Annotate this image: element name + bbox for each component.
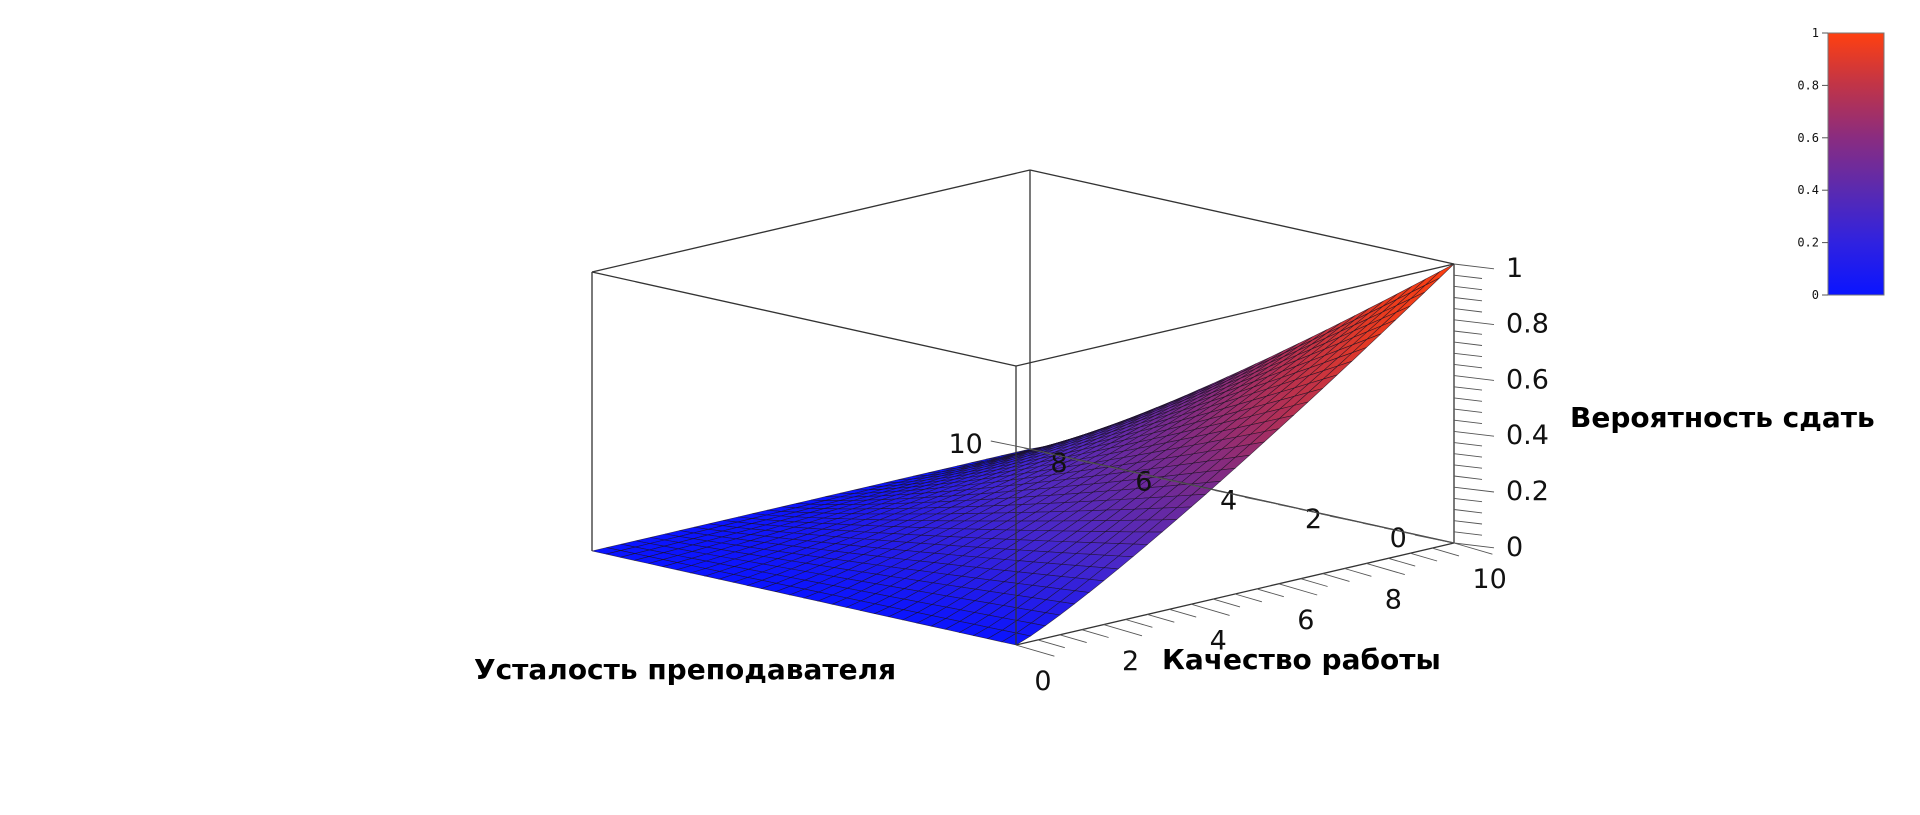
axis-tick	[1453, 363, 1483, 369]
axis-tick	[1169, 608, 1197, 618]
x-tick-label: 10	[948, 429, 982, 460]
axis-tick	[1453, 274, 1483, 279]
axis-tick	[1453, 263, 1495, 270]
axis-tick	[1453, 352, 1483, 358]
axis-tick	[1453, 542, 1493, 555]
z-axis-label: Вероятность сдать	[1570, 401, 1875, 434]
box-edge	[591, 271, 1017, 367]
axis-tick	[1453, 531, 1483, 536]
axis-tick	[1453, 330, 1483, 335]
z-tick-label: 0	[1506, 532, 1523, 563]
axis-tick	[1103, 624, 1143, 637]
axis-tick	[1453, 486, 1495, 493]
y-tick-label: 8	[1385, 585, 1402, 616]
axis-tick	[1015, 644, 1055, 657]
axis-tick	[1453, 542, 1495, 549]
x-tick-label: 2	[1305, 504, 1322, 535]
axis-tick	[990, 440, 1031, 450]
axis-tick	[1453, 453, 1483, 458]
y-tick-label: 2	[1122, 646, 1139, 677]
colorbar-tick-label: 0.6	[1797, 131, 1819, 145]
axis-tick	[1212, 598, 1241, 608]
axis-tick	[1453, 520, 1483, 525]
box-edge	[591, 169, 1031, 273]
axis-tick	[1453, 308, 1483, 313]
plot-box-back	[591, 169, 1031, 551]
box-edge	[1029, 169, 1455, 265]
colorbar-gradient	[1827, 32, 1885, 296]
colorbar-tick-label: 0.2	[1797, 236, 1819, 250]
axis-tick	[1453, 464, 1483, 469]
axis-tick	[1453, 319, 1495, 326]
axis-tick	[1147, 613, 1175, 623]
colorbar: 0 0.2 0.4 0.6 0.8 1	[1797, 26, 1885, 302]
axis-tick	[1453, 386, 1483, 391]
axis-tick	[1453, 430, 1495, 437]
x-tick-label: 4	[1220, 485, 1237, 516]
axis-tick	[1453, 397, 1483, 402]
y-tick-label: 6	[1297, 605, 1314, 636]
axis-tick	[1453, 408, 1483, 413]
axis-tick	[1366, 562, 1405, 576]
axis-tick	[1234, 593, 1263, 603]
x-axis-label: Усталость преподавателя	[474, 653, 896, 686]
z-tick-label: 1	[1506, 253, 1523, 284]
colorbar-tick-label: 1	[1812, 26, 1819, 40]
x-tick-label: 0	[1390, 523, 1407, 554]
y-tick-label: 10	[1472, 564, 1506, 595]
axis-tick	[1191, 603, 1230, 616]
axis-tick	[1388, 557, 1416, 567]
axis-tick	[1344, 568, 1372, 577]
axis-tick	[1453, 375, 1495, 381]
surface-mesh	[591, 263, 1455, 646]
axis-tick	[1453, 419, 1483, 425]
box-edge	[1015, 263, 1455, 367]
axis-tick	[1037, 639, 1065, 649]
z-tick-label: 0.6	[1506, 364, 1549, 395]
axis-tick	[1453, 341, 1483, 346]
y-tick-label: 0	[1034, 666, 1051, 697]
colorbar-tick-label: 0	[1812, 288, 1819, 302]
y-axis-label: Качество работы	[1162, 643, 1441, 676]
colorbar-tick-label: 0.4	[1797, 183, 1819, 197]
axis-tick	[1125, 619, 1153, 628]
axis-tick	[1300, 578, 1328, 587]
z-tick-label: 0.8	[1506, 309, 1549, 340]
y-tick-label: 4	[1210, 625, 1227, 656]
axis-tick	[1256, 588, 1284, 598]
axis-tick	[1059, 634, 1087, 644]
axis-tick	[1453, 442, 1483, 447]
z-tick-label: 0.4	[1506, 420, 1549, 451]
x-tick-label: 8	[1050, 448, 1067, 479]
axis-tick	[1453, 509, 1483, 514]
axis-tick	[1278, 583, 1318, 596]
colorbar-ticks: 0 0.2 0.4 0.6 0.8 1	[1797, 26, 1828, 302]
axis-tick	[1453, 285, 1483, 291]
axis-tick	[1431, 547, 1460, 557]
axis-tick	[1453, 497, 1483, 503]
axis-tick	[1453, 475, 1483, 480]
z-tick-label: 0.2	[1506, 476, 1549, 507]
axis-tick	[1081, 629, 1109, 638]
x-tick-label: 6	[1135, 467, 1152, 498]
axis-tick	[1453, 297, 1483, 302]
axis-tick	[1410, 552, 1438, 562]
colorbar-tick-label: 0.8	[1797, 78, 1819, 92]
axis-tick	[1322, 573, 1350, 582]
